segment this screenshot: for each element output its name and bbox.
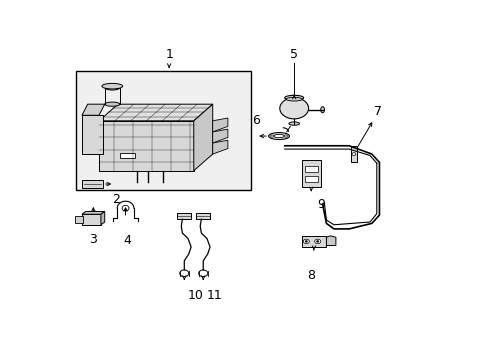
- Circle shape: [284, 135, 287, 137]
- Bar: [304, 176, 317, 183]
- Bar: [301, 236, 326, 247]
- Circle shape: [351, 153, 355, 156]
- Ellipse shape: [102, 84, 122, 89]
- Ellipse shape: [122, 205, 129, 211]
- Text: 9: 9: [316, 198, 324, 211]
- Polygon shape: [212, 118, 227, 132]
- Ellipse shape: [104, 102, 120, 106]
- Circle shape: [270, 135, 273, 137]
- Circle shape: [303, 239, 309, 244]
- Ellipse shape: [320, 107, 324, 113]
- Ellipse shape: [273, 134, 284, 138]
- Ellipse shape: [285, 98, 302, 101]
- Ellipse shape: [104, 85, 120, 90]
- Text: 11: 11: [206, 288, 222, 302]
- Polygon shape: [326, 236, 335, 246]
- Polygon shape: [82, 104, 104, 115]
- Polygon shape: [193, 104, 212, 171]
- Polygon shape: [82, 211, 104, 214]
- Text: 3: 3: [89, 233, 97, 246]
- Text: 1: 1: [165, 48, 173, 61]
- Bar: [75, 216, 82, 223]
- Ellipse shape: [284, 95, 303, 100]
- Circle shape: [279, 98, 308, 119]
- Polygon shape: [99, 104, 212, 121]
- Bar: [120, 153, 135, 158]
- Bar: [301, 159, 320, 187]
- Bar: [82, 115, 102, 154]
- Bar: [177, 213, 191, 219]
- Text: 6: 6: [252, 114, 260, 127]
- Polygon shape: [101, 211, 104, 225]
- Ellipse shape: [268, 132, 289, 140]
- Bar: [82, 214, 101, 225]
- Polygon shape: [212, 140, 227, 154]
- Circle shape: [180, 270, 188, 276]
- Circle shape: [316, 240, 318, 242]
- Circle shape: [198, 270, 207, 276]
- Text: 4: 4: [123, 234, 131, 247]
- Text: 8: 8: [306, 269, 315, 282]
- Text: 5: 5: [289, 48, 298, 61]
- Ellipse shape: [288, 122, 299, 125]
- Text: 10: 10: [187, 288, 203, 302]
- Polygon shape: [350, 146, 356, 162]
- Polygon shape: [212, 129, 227, 143]
- Text: 7: 7: [373, 105, 381, 118]
- Bar: [304, 166, 317, 172]
- Circle shape: [305, 240, 307, 242]
- Bar: [196, 213, 210, 219]
- Bar: [76, 71, 250, 190]
- Circle shape: [314, 239, 320, 244]
- Bar: [82, 180, 102, 188]
- Bar: [99, 121, 193, 171]
- Text: 2: 2: [112, 193, 120, 206]
